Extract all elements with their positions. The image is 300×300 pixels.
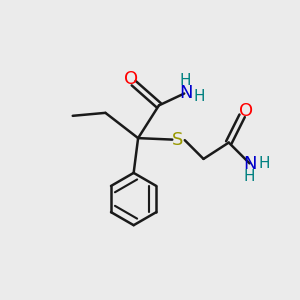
Text: H: H: [244, 169, 255, 184]
Text: O: O: [238, 102, 253, 120]
Text: N: N: [179, 84, 192, 102]
Text: N: N: [243, 155, 256, 173]
Text: H: H: [180, 73, 191, 88]
Text: H: H: [194, 89, 206, 104]
Text: S: S: [172, 130, 183, 148]
Text: H: H: [258, 156, 270, 171]
Text: O: O: [124, 70, 138, 88]
